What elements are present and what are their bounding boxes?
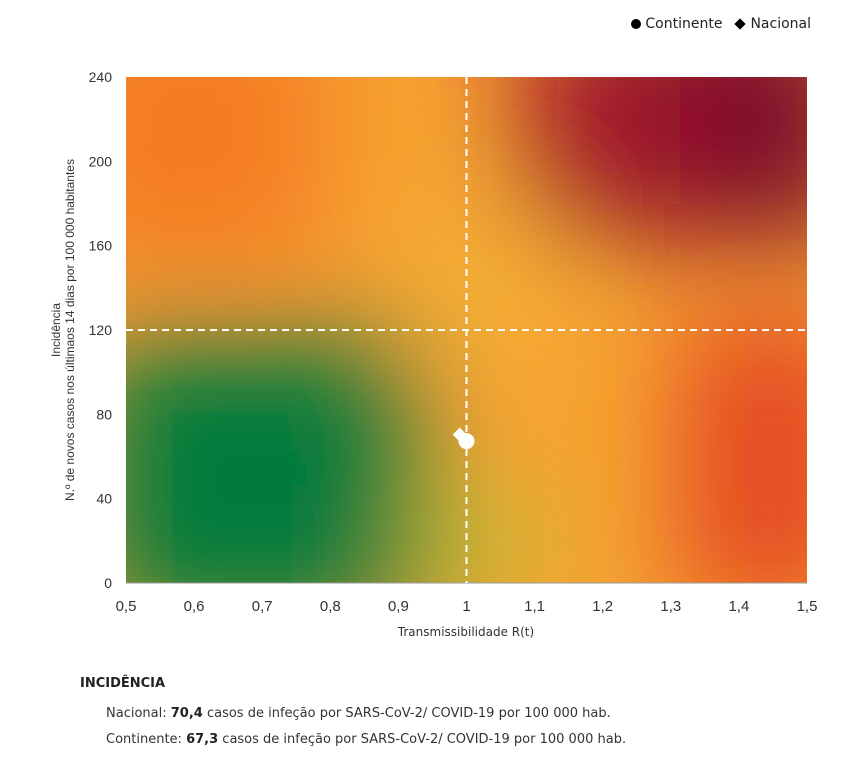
x-axis-ticks: 0,5 0,6 0,7 0,8 0,9 1 1,1 1,2 1,3 1,4 1,5 [116,598,818,615]
y-tick-label: 0 [104,575,112,591]
point-nacional [452,427,467,442]
x-tick-label: 1,1 [524,598,545,615]
y-axis-label-line1: Incidência [49,303,63,357]
note-nacional-text: casos de infeção por SARS-CoV-2/ COVID-1… [206,706,611,721]
y-axis-ticks: 0 40 80 120 160 200 240 [89,69,113,591]
legend-label-continente: Continente [645,16,723,32]
note-continente-value: 67,3 [186,732,219,747]
y-axis-label-line2: N.º de novos casos nos últimaos 14 dias … [63,159,77,501]
y-tick-label: 200 [89,153,113,169]
incidence-notes: INCIDÊNCIA Nacional: 70,4 casos de infeç… [80,676,626,753]
x-tick-label: 0,9 [388,598,409,615]
x-tick-label: 0,6 [184,598,205,615]
chart-legend: Continente Nacional [631,16,811,32]
note-continente-text: casos de infeção por SARS-CoV-2/ COVID-1… [222,732,627,747]
x-tick-label: 1,2 [592,598,613,615]
y-tick-label: 240 [89,69,113,85]
y-axis-label: Incidência N.º de novos casos nos última… [49,159,77,501]
legend-item-nacional: Nacional [734,16,811,32]
legend-item-continente: Continente [631,16,722,32]
x-tick-label: 0,7 [252,598,273,615]
y-tick-label: 160 [89,238,113,254]
note-nacional: Nacional: 70,4 casos de infeção por SARS… [106,701,626,727]
circle-marker-icon [631,19,642,29]
x-tick-label: 1 [462,598,470,615]
x-axis-label: Transmissibilidade R(t) [397,625,534,639]
y-tick-label: 40 [96,491,112,507]
heatmap-background [126,77,807,583]
x-tick-label: 1,5 [797,598,818,615]
legend-label-nacional: Nacional [750,16,811,32]
y-tick-label: 80 [96,406,112,422]
note-continente: Continente: 67,3 casos de infeção por SA… [106,727,626,753]
notes-title: INCIDÊNCIA [80,676,166,691]
x-tick-label: 1,3 [660,598,681,615]
diamond-marker-icon [734,18,747,30]
y-tick-label: 120 [89,322,113,338]
data-points [452,427,475,450]
note-nacional-value: 70,4 [170,706,203,721]
x-tick-label: 1,4 [728,598,749,615]
threshold-lines [126,77,807,583]
x-tick-label: 0,5 [116,598,137,615]
note-nacional-label: Nacional: [106,706,167,721]
note-continente-label: Continente: [106,732,182,747]
x-tick-label: 0,8 [320,598,341,615]
